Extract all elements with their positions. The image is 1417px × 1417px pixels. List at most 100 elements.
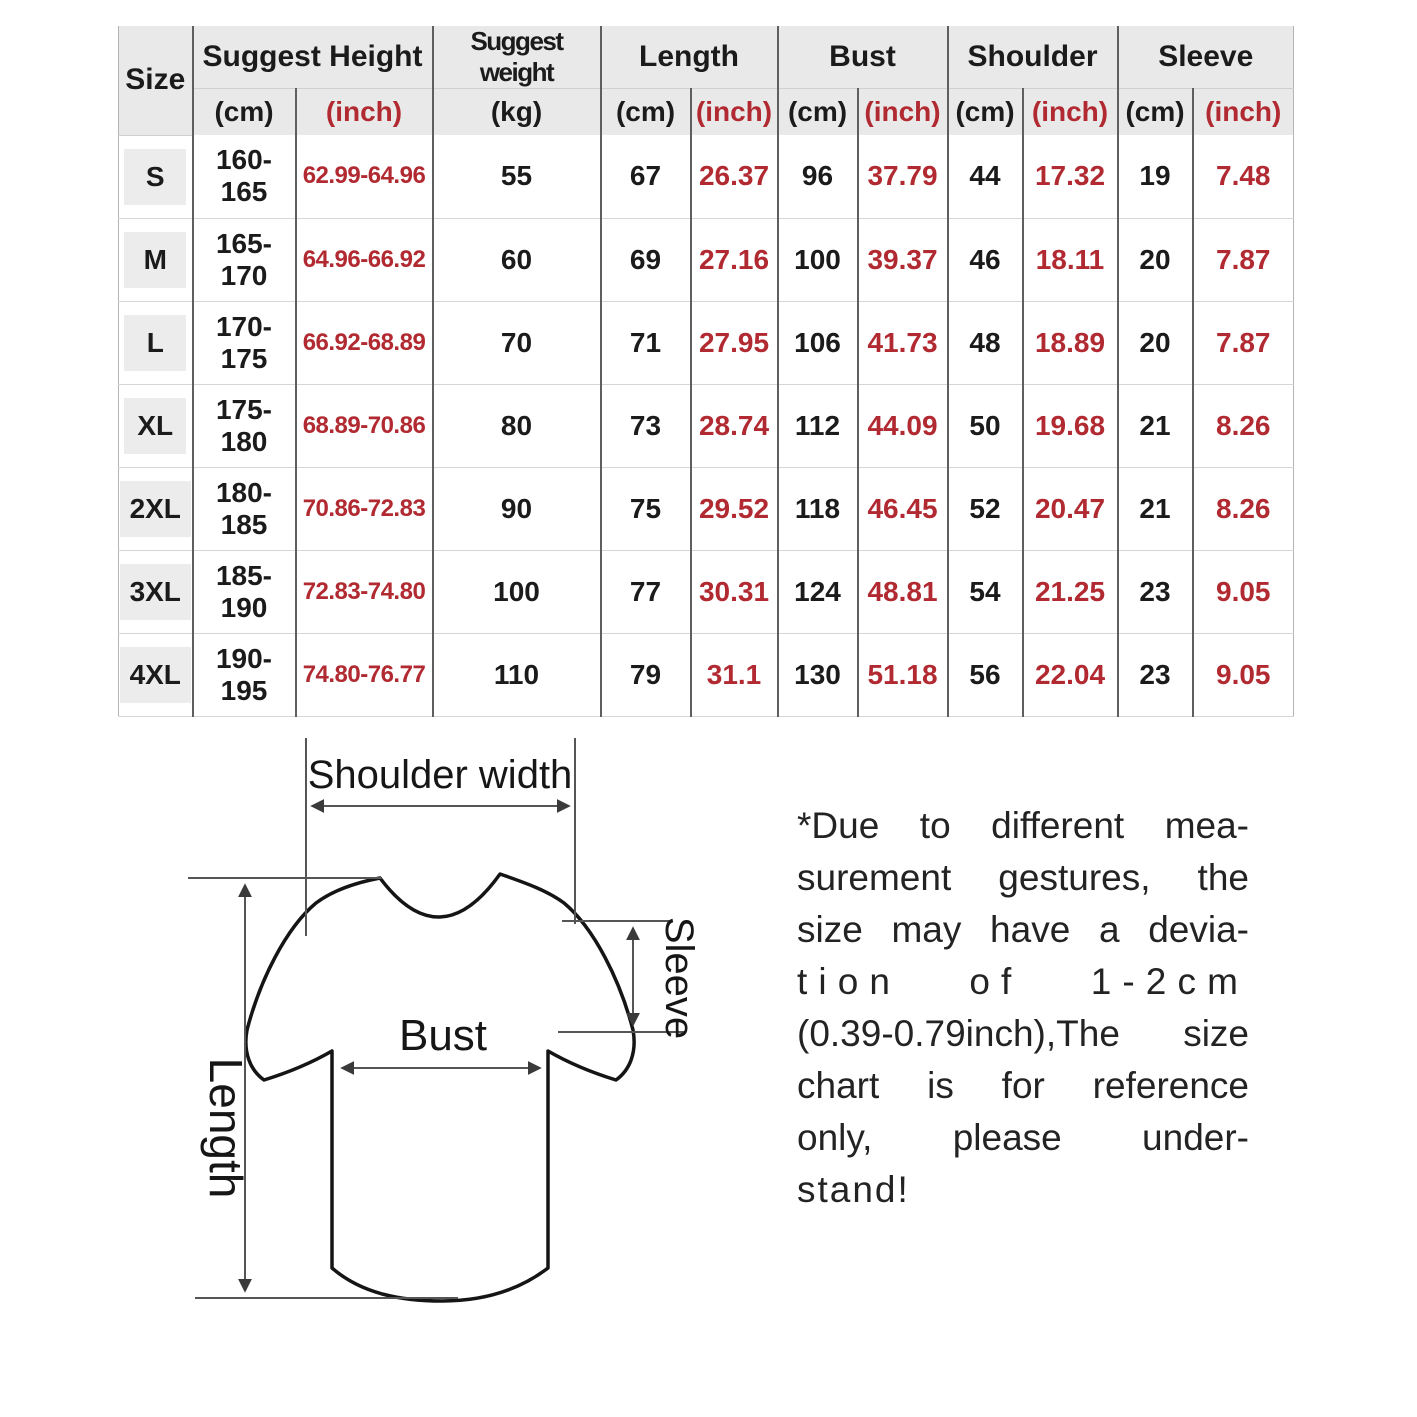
- value-cell: 20: [1117, 301, 1194, 385]
- value-cell: 73: [600, 384, 692, 468]
- tshirt-diagram-svg: Shoulder width Bust Length Sleeve: [188, 738, 701, 1303]
- value-cell: 23: [1117, 633, 1194, 717]
- table-row: 2XL 180-185 70.86-72.83 90 75 29.52 118 46.45 52…: [118, 467, 1294, 551]
- size-label: M: [124, 231, 187, 288]
- unit-inch: (inch): [1192, 88, 1294, 135]
- size-label: S: [124, 148, 187, 205]
- unit-cm: (cm): [777, 88, 859, 135]
- value-cell: 8.26: [1192, 467, 1294, 551]
- header-suggest-weight: Suggest weight: [432, 26, 602, 89]
- value-cell: 60: [432, 218, 602, 302]
- value-cell: 70: [432, 301, 602, 385]
- value-cell: 165-170: [192, 218, 297, 302]
- value-cell: 44: [947, 135, 1024, 219]
- unit-kg: (kg): [432, 88, 602, 135]
- header-bust: Bust: [777, 26, 949, 89]
- value-cell: 96: [777, 135, 859, 219]
- value-cell: 27.16: [690, 218, 779, 302]
- value-cell: 48: [947, 301, 1024, 385]
- size-cell: M: [118, 218, 194, 302]
- header-suggest-height: Suggest Height: [192, 26, 434, 89]
- size-table-section: Size Suggest Height Suggest weight Lengt…: [118, 26, 1294, 717]
- value-cell: 20: [1117, 218, 1194, 302]
- value-cell: 30.31: [690, 550, 779, 634]
- value-cell: 37.79: [857, 135, 949, 219]
- value-cell: 77: [600, 550, 692, 634]
- value-cell: 185-190: [192, 550, 297, 634]
- disclaimer-line: surement gestures, the: [797, 857, 1249, 898]
- value-cell: 50: [947, 384, 1024, 468]
- value-cell: 74.80-76.77: [295, 633, 434, 717]
- value-cell: 17.32: [1022, 135, 1119, 219]
- header-size: Size: [118, 26, 194, 136]
- unit-inch: (inch): [690, 88, 779, 135]
- value-cell: 7.87: [1192, 301, 1294, 385]
- size-label: 3XL: [119, 563, 191, 620]
- value-cell: 190-195: [192, 633, 297, 717]
- value-cell: 130: [777, 633, 859, 717]
- table-row: 3XL 185-190 72.83-74.80 100 77 30.31 124 48.81 5…: [118, 550, 1294, 634]
- table-row: L 170-175 66.92-68.89 70 71 27.95 106 41.73 48 18…: [118, 301, 1294, 385]
- value-cell: 64.96-66.92: [295, 218, 434, 302]
- size-cell: XL: [118, 384, 194, 468]
- value-cell: 21: [1117, 467, 1194, 551]
- tshirt-measurement-diagram: Shoulder width Bust Length Sleeve: [150, 728, 750, 1328]
- value-cell: 48.81: [857, 550, 949, 634]
- value-cell: 28.74: [690, 384, 779, 468]
- value-cell: 19: [1117, 135, 1194, 219]
- value-cell: 7.48: [1192, 135, 1294, 219]
- disclaimer-text: *Due to different mea- surement gestures…: [797, 800, 1249, 1216]
- header-sleeve: Sleeve: [1117, 26, 1294, 89]
- value-cell: 19.68: [1022, 384, 1119, 468]
- size-table-head: Size Suggest Height Suggest weight Lengt…: [118, 26, 1294, 136]
- label-bust: Bust: [399, 1011, 487, 1060]
- disclaimer-line: *Due to different mea-: [797, 805, 1249, 846]
- value-cell: 9.05: [1192, 633, 1294, 717]
- value-cell: 54: [947, 550, 1024, 634]
- value-cell: 66.92-68.89: [295, 301, 434, 385]
- size-label: XL: [124, 397, 187, 454]
- value-cell: 21.25: [1022, 550, 1119, 634]
- value-cell: 26.37: [690, 135, 779, 219]
- size-label: 2XL: [119, 480, 191, 537]
- value-cell: 90: [432, 467, 602, 551]
- value-cell: 20.47: [1022, 467, 1119, 551]
- value-cell: 160-165: [192, 135, 297, 219]
- disclaimer-line: (0.39-0.79inch),The size: [797, 1013, 1249, 1054]
- unit-inch: (inch): [857, 88, 949, 135]
- value-cell: 46.45: [857, 467, 949, 551]
- value-cell: 75: [600, 467, 692, 551]
- unit-cm: (cm): [947, 88, 1024, 135]
- unit-inch: (inch): [295, 88, 434, 135]
- size-cell: 3XL: [118, 550, 194, 634]
- value-cell: 46: [947, 218, 1024, 302]
- value-cell: 112: [777, 384, 859, 468]
- size-label: L: [124, 314, 187, 371]
- label-shoulder-width: Shoulder width: [308, 753, 573, 797]
- header-shoulder: Shoulder: [947, 26, 1119, 89]
- disclaimer-line: chart is for reference: [797, 1065, 1249, 1106]
- value-cell: 100: [432, 550, 602, 634]
- value-cell: 80: [432, 384, 602, 468]
- unit-cm: (cm): [600, 88, 692, 135]
- value-cell: 69: [600, 218, 692, 302]
- unit-cm: (cm): [1117, 88, 1194, 135]
- value-cell: 118: [777, 467, 859, 551]
- table-row: 4XL 190-195 74.80-76.77 110 79 31.1 130 51.18 56…: [118, 633, 1294, 717]
- value-cell: 175-180: [192, 384, 297, 468]
- value-cell: 70.86-72.83: [295, 467, 434, 551]
- table-row: S 160-165 62.99-64.96 55 67 26.37 96 37.79 44 17.…: [118, 135, 1294, 219]
- disclaimer-line: only, please under-: [797, 1117, 1249, 1158]
- size-cell: S: [118, 135, 194, 219]
- label-length: Length: [200, 1058, 252, 1199]
- value-cell: 7.87: [1192, 218, 1294, 302]
- value-cell: 22.04: [1022, 633, 1119, 717]
- value-cell: 180-185: [192, 467, 297, 551]
- value-cell: 55: [432, 135, 602, 219]
- value-cell: 29.52: [690, 467, 779, 551]
- value-cell: 110: [432, 633, 602, 717]
- header-length: Length: [600, 26, 779, 89]
- value-cell: 51.18: [857, 633, 949, 717]
- value-cell: 44.09: [857, 384, 949, 468]
